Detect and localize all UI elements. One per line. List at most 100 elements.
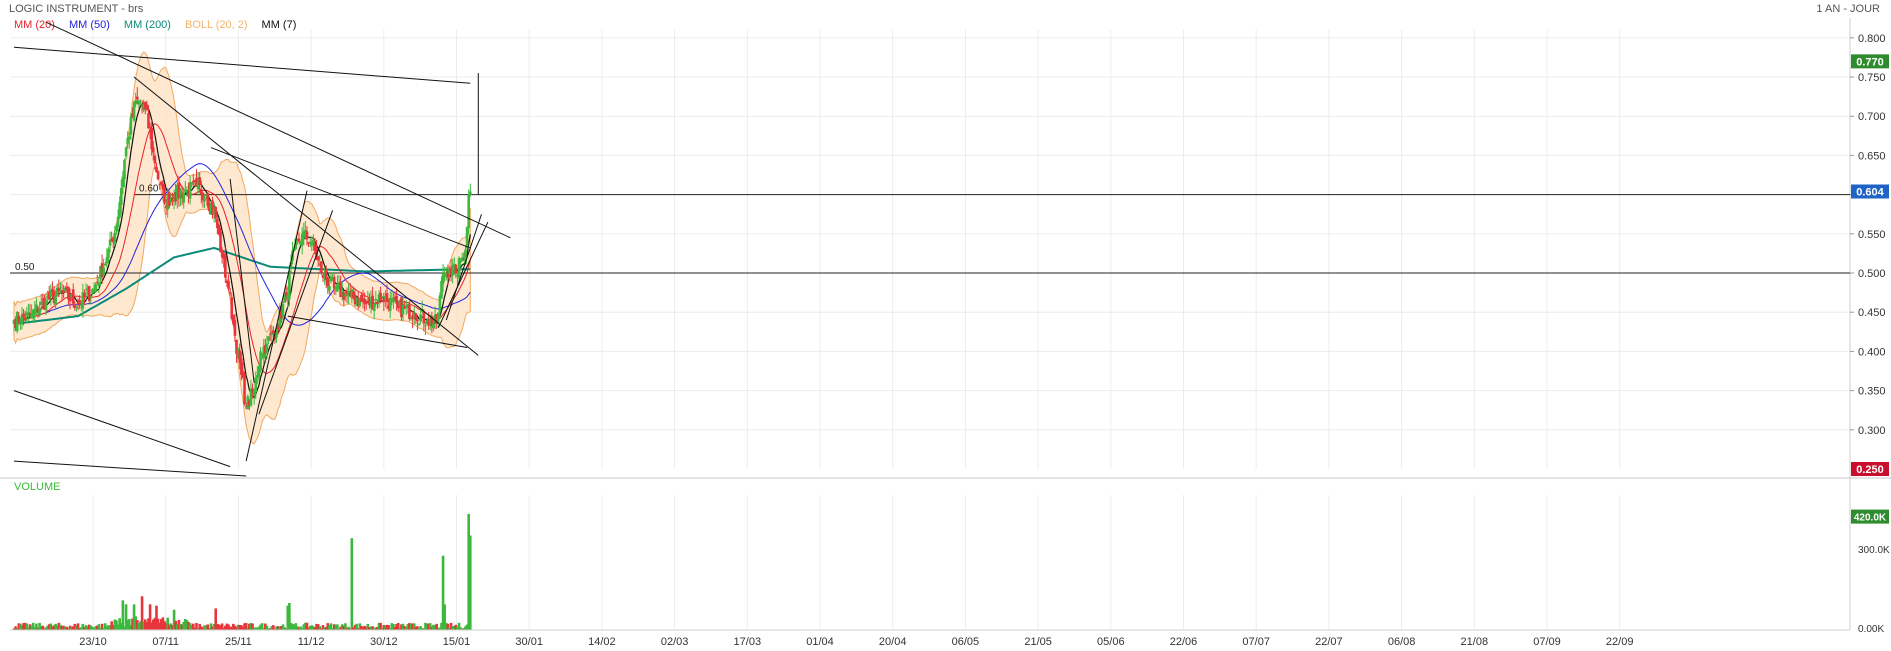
volume-bar bbox=[462, 628, 466, 630]
candle-body bbox=[300, 233, 304, 246]
candle-body bbox=[134, 100, 137, 104]
candle-body bbox=[156, 171, 160, 180]
volume-bar bbox=[254, 627, 258, 630]
candle-body bbox=[164, 205, 168, 208]
ma-50-line bbox=[13, 163, 471, 326]
candle-body bbox=[326, 277, 330, 287]
volume-bar bbox=[145, 622, 149, 630]
candle-body bbox=[296, 238, 299, 240]
date-tick-label: 07/07 bbox=[1242, 636, 1270, 648]
candle-body bbox=[444, 272, 448, 276]
trendline-0 bbox=[13, 46, 471, 84]
candle-body bbox=[217, 224, 221, 235]
candle-body bbox=[68, 295, 72, 302]
candle-body bbox=[39, 301, 43, 305]
volume-bar bbox=[124, 604, 128, 630]
candle-body bbox=[115, 225, 118, 232]
candle-body bbox=[316, 256, 320, 261]
volume-bar bbox=[75, 625, 78, 630]
volume-bar bbox=[241, 626, 245, 630]
volume-bar bbox=[388, 628, 392, 630]
volume-bar bbox=[201, 627, 205, 630]
candle-body bbox=[417, 323, 421, 325]
candle-body bbox=[433, 314, 437, 323]
candle-body bbox=[79, 304, 83, 306]
trendline-9 bbox=[287, 315, 468, 348]
volume-bar bbox=[398, 628, 402, 630]
volume-bar bbox=[59, 624, 62, 630]
candle-body bbox=[15, 312, 19, 332]
volume-bar bbox=[326, 623, 330, 630]
candle-body bbox=[273, 334, 277, 339]
volume-bar bbox=[387, 625, 390, 630]
legend-mm-20-: MM (20) bbox=[14, 19, 55, 31]
volume-bar bbox=[111, 625, 115, 630]
volume-bar bbox=[446, 623, 450, 630]
trendline-7 bbox=[245, 190, 308, 462]
candle-body bbox=[225, 280, 229, 284]
date-tick-label: 07/09 bbox=[1533, 636, 1561, 648]
candle-body bbox=[171, 198, 174, 202]
candle-body bbox=[113, 232, 117, 245]
volume-bar bbox=[140, 596, 144, 630]
volume-bar bbox=[219, 625, 222, 630]
candle-body bbox=[99, 265, 102, 279]
volume-bar bbox=[134, 616, 137, 630]
candle-body bbox=[227, 280, 230, 289]
candle-body bbox=[409, 317, 413, 319]
volume-bar bbox=[243, 623, 246, 630]
volume-bar bbox=[89, 625, 93, 630]
volume-bar bbox=[299, 626, 302, 630]
volume-bar bbox=[401, 623, 405, 630]
date-tick-label: 30/12 bbox=[370, 636, 398, 648]
date-tick-label: 20/04 bbox=[879, 636, 907, 648]
volume-bar bbox=[396, 623, 400, 630]
candle-body bbox=[185, 190, 189, 193]
candle-body bbox=[44, 300, 48, 311]
candle-body bbox=[449, 267, 453, 275]
volume-bar bbox=[159, 619, 163, 630]
price-tick-label: 0.700 bbox=[1858, 111, 1886, 123]
volume-bar bbox=[331, 628, 334, 630]
volume-bar bbox=[356, 628, 360, 630]
candle-body bbox=[337, 283, 341, 287]
candle-body bbox=[246, 396, 250, 410]
volume-bar bbox=[148, 604, 152, 630]
candle-body bbox=[108, 239, 112, 246]
volume-axis: 300.0K 0.00K 420.0K bbox=[1851, 509, 1890, 635]
volume-bar bbox=[142, 621, 145, 630]
trendline-2 bbox=[133, 76, 479, 356]
candle-body bbox=[412, 312, 416, 319]
volume-bar bbox=[216, 623, 219, 630]
candle-body bbox=[118, 202, 121, 218]
volume-bar bbox=[273, 628, 277, 630]
volume-bar bbox=[116, 624, 120, 630]
candle-body bbox=[180, 194, 184, 199]
volume-bar bbox=[51, 626, 54, 630]
candle-body bbox=[150, 128, 153, 150]
candle-body bbox=[424, 325, 427, 327]
candle-body bbox=[352, 291, 355, 299]
level-lines: 0.60 0.50 bbox=[10, 184, 1850, 274]
volume-bar bbox=[195, 622, 198, 630]
candle-body bbox=[363, 298, 366, 304]
candle-body bbox=[84, 292, 88, 294]
candle-body bbox=[230, 297, 234, 319]
candle-body bbox=[360, 294, 363, 302]
candle-body bbox=[236, 348, 240, 359]
price-badge bbox=[1851, 462, 1889, 476]
volume-bar bbox=[156, 618, 160, 630]
candle-body bbox=[135, 96, 139, 100]
volume-bar bbox=[167, 624, 171, 630]
candle-body bbox=[342, 292, 346, 300]
candle-body bbox=[119, 188, 123, 206]
volume-bar bbox=[403, 626, 406, 630]
volume-bar bbox=[436, 627, 440, 630]
candle-body bbox=[328, 286, 331, 291]
volume-bar bbox=[427, 623, 430, 630]
volume-bar bbox=[228, 627, 232, 630]
volume-bar bbox=[147, 618, 150, 630]
volume-bar bbox=[33, 627, 37, 630]
price-badge bbox=[1851, 54, 1889, 69]
candle-body bbox=[339, 281, 342, 298]
